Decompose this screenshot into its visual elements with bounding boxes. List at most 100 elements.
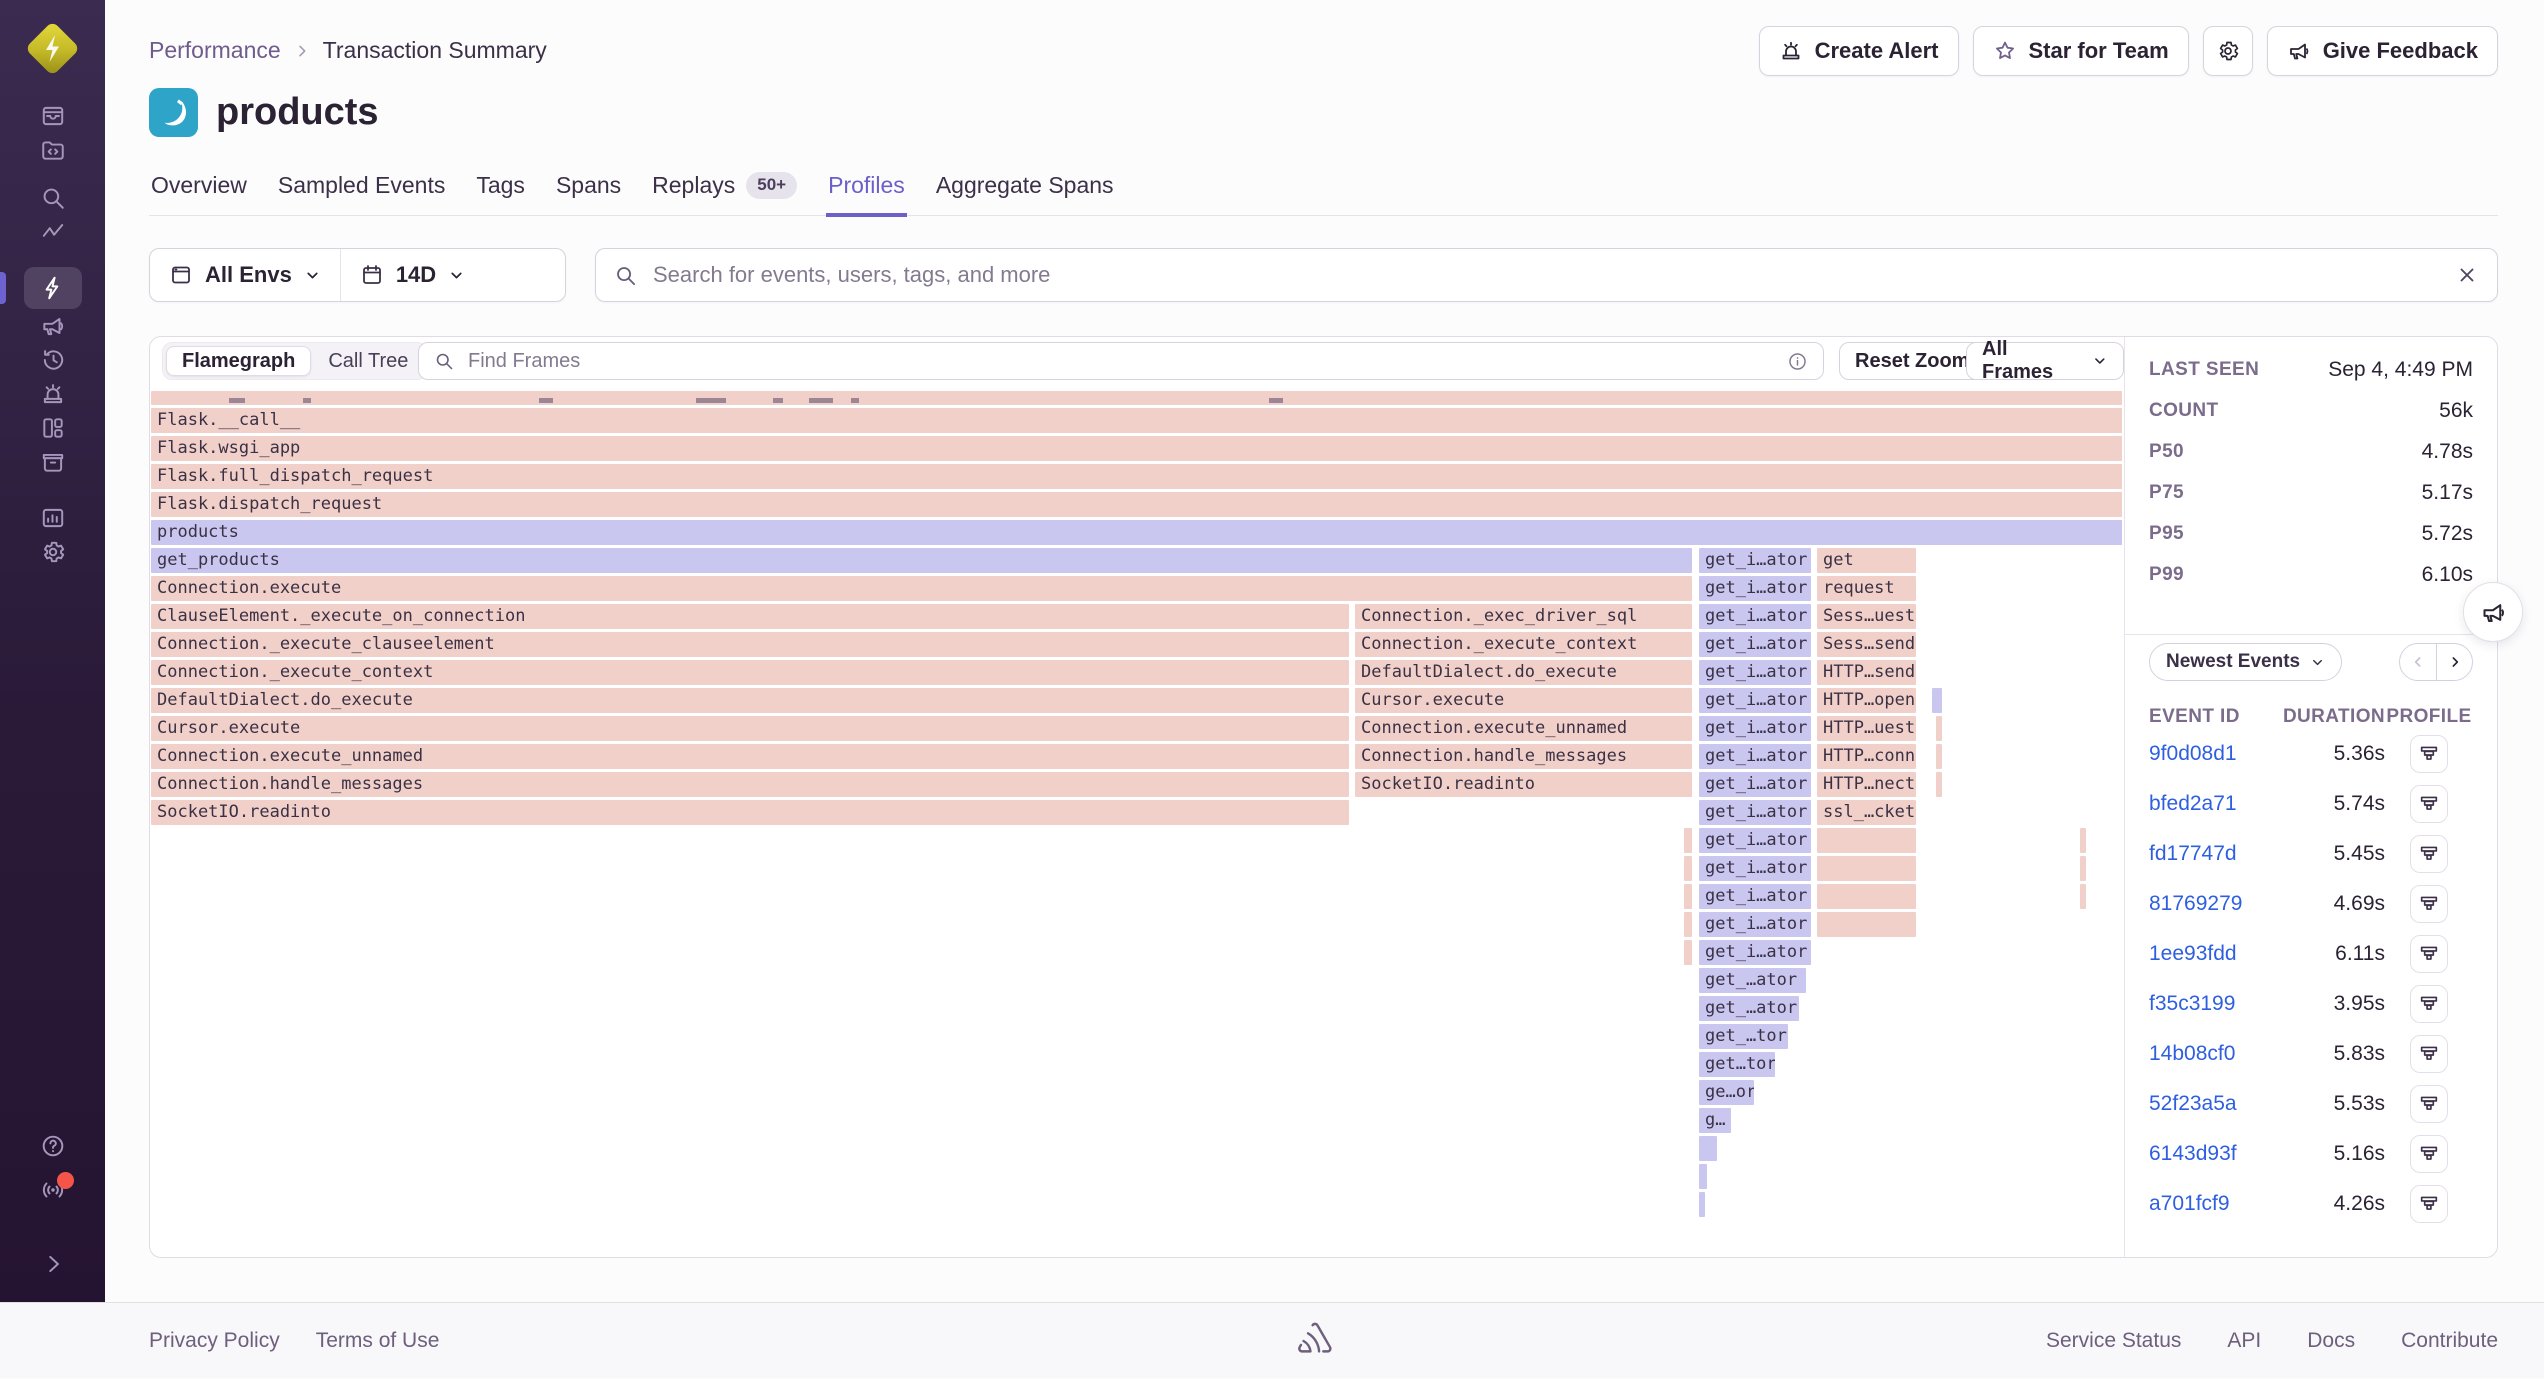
event-id-link[interactable]: fd17747d [2149, 842, 2237, 865]
flame-frame[interactable] [1936, 772, 1942, 797]
flame-frame[interactable]: Cursor.execute [1355, 688, 1692, 713]
profile-button[interactable] [2410, 785, 2448, 823]
flame-frame[interactable] [1699, 1164, 1707, 1189]
sidebar-item-profiling[interactable] [0, 267, 82, 309]
event-id-link[interactable]: 14b08cf0 [2149, 1042, 2236, 1065]
flame-frame[interactable]: Connection._execute_clauseelement [151, 632, 1349, 657]
flame-frame[interactable]: g… [1699, 1108, 1731, 1133]
feedback-floating-button[interactable] [2463, 582, 2523, 642]
flame-frame[interactable]: get_i…ator [1699, 772, 1811, 797]
profile-button[interactable] [2410, 1085, 2448, 1123]
tab-tags[interactable]: Tags [474, 172, 527, 217]
footer-link-api[interactable]: API [2227, 1329, 2262, 1352]
flame-frame[interactable]: get…tor [1699, 1052, 1775, 1077]
flame-frame[interactable]: get_…ator [1699, 968, 1806, 993]
flame-frame[interactable]: HTTP…send [1817, 660, 1916, 685]
flame-frame[interactable] [1817, 856, 1916, 881]
profile-button[interactable] [2410, 935, 2448, 973]
flame-frame[interactable]: Cursor.execute [151, 716, 1349, 741]
view-toggle-call-tree[interactable]: Call Tree [328, 349, 409, 372]
sidebar-item-issues[interactable] [24, 99, 82, 133]
flame-frame[interactable]: DefaultDialect.do_execute [151, 688, 1349, 713]
sidebar-item-alerts[interactable] [24, 377, 82, 411]
tab-profiles[interactable]: Profiles [826, 172, 907, 217]
flame-frame[interactable]: get_i…ator [1699, 548, 1811, 573]
event-id-link[interactable]: a701fcf9 [2149, 1192, 2230, 1215]
flame-frame[interactable]: SocketIO.readinto [1355, 772, 1692, 797]
flame-frame[interactable]: Connection._execute_context [1355, 632, 1692, 657]
flame-frame[interactable]: get_i…ator [1699, 856, 1811, 881]
flame-frame[interactable] [1817, 884, 1916, 909]
event-id-link[interactable]: 81769279 [2149, 892, 2243, 915]
flame-frame[interactable]: HTTP…open [1817, 688, 1916, 713]
flame-frame[interactable] [1684, 856, 1692, 881]
sidebar-item-discover[interactable] [24, 445, 82, 479]
flame-frame[interactable] [2080, 828, 2086, 853]
flame-frame[interactable]: Flask.__call__ [151, 408, 2122, 433]
footer-link-contribute[interactable]: Contribute [2401, 1329, 2498, 1352]
flame-frame[interactable]: Flask.wsgi_app [151, 436, 2122, 461]
flame-frame[interactable] [151, 391, 2122, 405]
flame-frame[interactable] [1699, 1136, 1717, 1161]
sidebar-item-stats[interactable] [24, 501, 82, 535]
flame-frame[interactable]: get_i…ator [1699, 716, 1811, 741]
flame-frame[interactable] [1936, 716, 1942, 741]
flame-frame[interactable]: Sess…uest [1817, 604, 1916, 629]
flamegraph[interactable]: Flask.__call__ Flask.wsgi_app Flask.full_d… [151, 337, 2122, 1257]
sidebar-item-projects[interactable] [24, 133, 82, 167]
footer-link-docs[interactable]: Docs [2307, 1329, 2356, 1352]
flame-frame[interactable]: get_i…ator [1699, 884, 1811, 909]
flame-frame[interactable]: DefaultDialect.do_execute [1355, 660, 1692, 685]
event-id-link[interactable]: bfed2a71 [2149, 792, 2237, 815]
close-icon[interactable] [2455, 263, 2479, 287]
next-page-button[interactable] [2436, 644, 2472, 680]
tab-replays[interactable]: Replays 50+ [650, 172, 799, 217]
flame-frame[interactable] [2080, 856, 2086, 881]
flame-frame[interactable]: request [1817, 576, 1916, 601]
sidebar-item-feedback[interactable] [24, 309, 82, 343]
flame-frame[interactable]: Connection._execute_context [151, 660, 1349, 685]
flame-frame[interactable] [1684, 884, 1692, 909]
event-id-link[interactable]: 1ee93fdd [2149, 942, 2237, 965]
flame-frame[interactable]: Flask.dispatch_request [151, 492, 2122, 517]
footer-link-service-status[interactable]: Service Status [2045, 1329, 2182, 1352]
profile-button[interactable] [2410, 1135, 2448, 1173]
tab-spans[interactable]: Spans [554, 172, 623, 217]
sidebar-item-dashboards[interactable] [24, 411, 82, 445]
sidebar-item-replays[interactable] [24, 343, 82, 377]
flame-frame[interactable]: HTTP…uest [1817, 716, 1916, 741]
footer-link-terms-of-use[interactable]: Terms of Use [315, 1329, 440, 1352]
flame-frame[interactable] [1817, 912, 1916, 937]
flame-frame[interactable]: Connection.execute_unnamed [1355, 716, 1692, 741]
flame-frame[interactable]: get_i…ator [1699, 576, 1811, 601]
flame-frame[interactable]: get_i…ator [1699, 828, 1811, 853]
tab-aggregate-spans[interactable]: Aggregate Spans [934, 172, 1116, 217]
event-id-link[interactable]: f35c3199 [2149, 992, 2236, 1015]
footer-link-privacy-policy[interactable]: Privacy Policy [149, 1329, 280, 1352]
sidebar-item-settings[interactable] [24, 535, 82, 569]
sentry-logo-icon[interactable] [24, 20, 81, 77]
profile-button[interactable] [2410, 885, 2448, 923]
flame-frame[interactable] [1932, 688, 1942, 713]
flame-frame[interactable]: get_i…ator [1699, 632, 1811, 657]
environment-selector[interactable]: All Envs [150, 249, 340, 301]
event-id-link[interactable]: 9f0d08d1 [2149, 742, 2237, 765]
flame-frame[interactable]: Connection.handle_messages [151, 772, 1349, 797]
flame-frame[interactable]: get_i…ator [1699, 660, 1811, 685]
find-frames-input[interactable] [466, 348, 1775, 374]
flame-frame[interactable]: products [151, 520, 2122, 545]
flame-frame[interactable] [1699, 1192, 1705, 1217]
sentry-footer-logo-icon[interactable] [1294, 1320, 1336, 1358]
breadcrumb-performance-link[interactable]: Performance [149, 37, 281, 63]
flame-frame[interactable]: get_…tor [1699, 1024, 1788, 1049]
view-toggle-flamegraph[interactable]: Flamegraph [166, 346, 312, 376]
flame-frame[interactable]: get_i…ator [1699, 940, 1811, 965]
sidebar-item-performance[interactable] [24, 215, 82, 249]
profile-button[interactable] [2410, 985, 2448, 1023]
flame-frame[interactable]: get_i…ator [1699, 912, 1811, 937]
settings-button[interactable] [2202, 26, 2253, 76]
flame-frame[interactable]: Connection.execute_unnamed [151, 744, 1349, 769]
flame-frame[interactable]: get_…ator [1699, 996, 1799, 1021]
flame-frame[interactable]: get_i…ator [1699, 800, 1811, 825]
flame-frame[interactable]: get_products [151, 548, 1692, 573]
